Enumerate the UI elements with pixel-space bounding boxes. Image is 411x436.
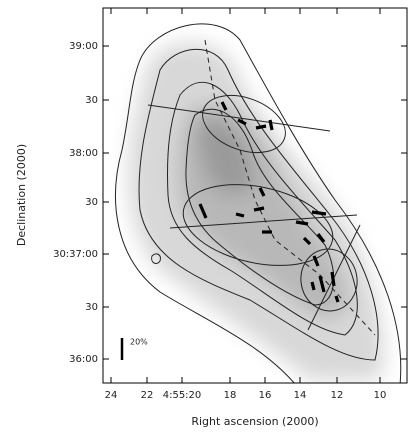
- y-tick-label: 36:00: [69, 354, 98, 365]
- y-tick-label: 30: [85, 95, 98, 106]
- map: [116, 24, 401, 390]
- y-axis-title: Declination (2000): [15, 144, 28, 246]
- emission: [129, 43, 384, 380]
- y-tick-label: 30: [85, 302, 98, 313]
- x-tick-label: 18: [224, 390, 237, 401]
- y-tick-label: 38:00: [69, 148, 98, 159]
- y-tick-label: 30: [85, 197, 98, 208]
- x-tick-label: 24: [105, 390, 118, 401]
- figure: 20% Right ascension (2000) Declination (…: [0, 0, 411, 436]
- x-tick-label: 4:55:20: [163, 390, 202, 401]
- x-tick-label: 16: [259, 390, 272, 401]
- y-tick-label: 39:00: [69, 41, 98, 52]
- x-axis-title: Right ascension (2000): [191, 415, 318, 428]
- y-tick-label: 30:37:00: [53, 249, 98, 260]
- x-tick-label: 22: [141, 390, 154, 401]
- x-tick-label: 12: [331, 390, 344, 401]
- x-tick-label: 10: [374, 390, 387, 401]
- x-tick-label: 14: [294, 390, 307, 401]
- scale-bar-label: 20%: [130, 338, 148, 347]
